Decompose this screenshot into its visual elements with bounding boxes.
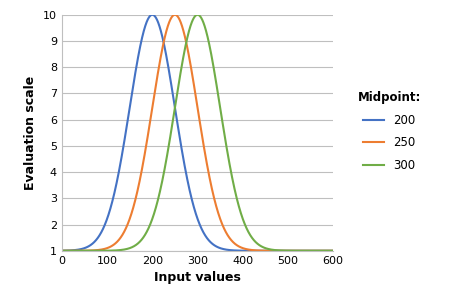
200 bbox=[163, 53, 169, 56]
300 bbox=[195, 13, 200, 17]
300 bbox=[163, 160, 169, 164]
250 bbox=[330, 249, 336, 253]
200 bbox=[106, 212, 112, 215]
200 bbox=[149, 13, 155, 17]
200 bbox=[90, 242, 96, 245]
X-axis label: Input values: Input values bbox=[154, 271, 241, 284]
200 bbox=[330, 249, 336, 253]
300 bbox=[59, 249, 65, 253]
250 bbox=[90, 249, 96, 252]
200 bbox=[296, 249, 302, 253]
300 bbox=[296, 249, 302, 253]
250 bbox=[325, 249, 331, 253]
250 bbox=[106, 246, 112, 249]
200 bbox=[325, 249, 331, 253]
300 bbox=[90, 249, 96, 253]
Line: 200: 200 bbox=[62, 15, 333, 251]
200 bbox=[175, 124, 180, 127]
300 bbox=[175, 88, 180, 92]
Line: 250: 250 bbox=[62, 15, 333, 251]
300 bbox=[106, 249, 112, 253]
Legend: 200, 250, 300: 200, 250, 300 bbox=[353, 87, 426, 176]
250 bbox=[172, 13, 178, 17]
Y-axis label: Evaluation scale: Evaluation scale bbox=[24, 76, 38, 190]
300 bbox=[330, 249, 336, 253]
250 bbox=[163, 31, 169, 35]
250 bbox=[296, 249, 302, 253]
250 bbox=[175, 15, 180, 18]
250 bbox=[59, 249, 65, 253]
Line: 300: 300 bbox=[62, 15, 333, 251]
200 bbox=[59, 249, 65, 253]
300 bbox=[325, 249, 331, 253]
